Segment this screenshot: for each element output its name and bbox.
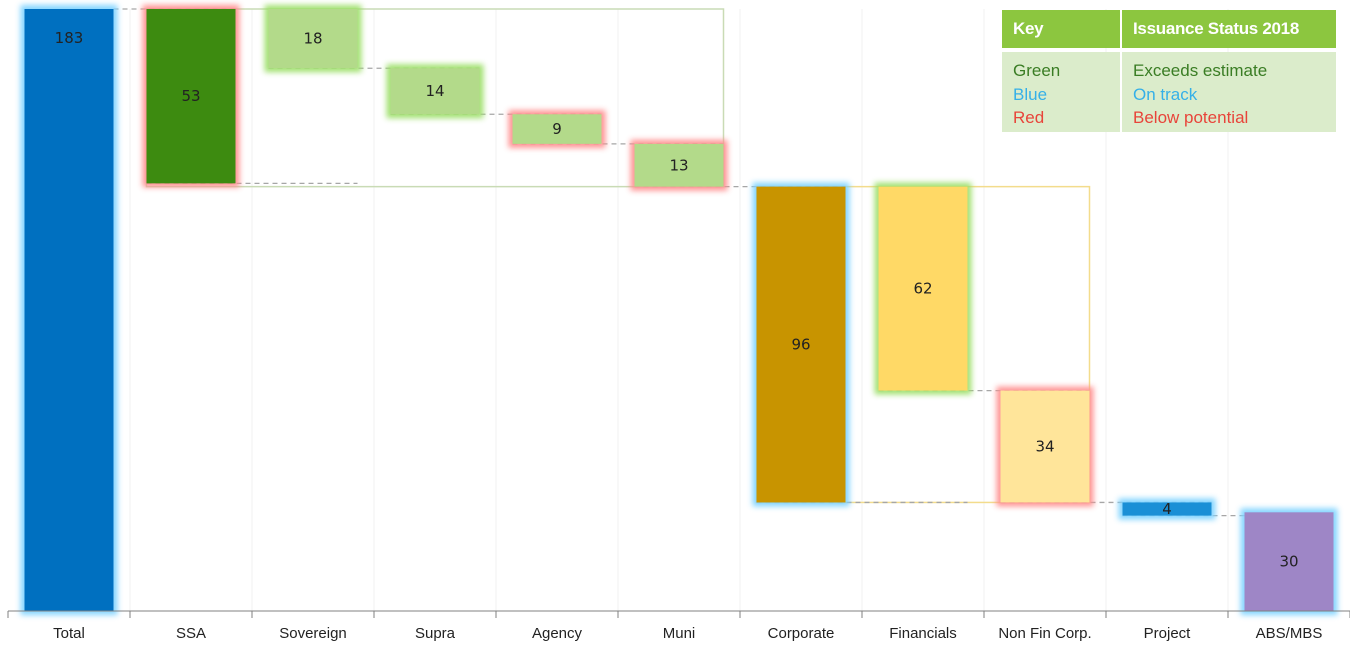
bar-rect: [1000, 390, 1090, 503]
x-tick-label: Supra: [415, 625, 456, 642]
category-gridlines: [129, 9, 1229, 611]
bar-rect: [268, 9, 358, 69]
bar-rect: [878, 186, 968, 391]
bar-sovereign: 18: [264, 5, 362, 73]
x-tick-label: Agency: [532, 625, 583, 642]
data-label: 34: [1035, 438, 1054, 456]
bar-total: 183: [20, 5, 118, 615]
bar-agency: 9: [508, 110, 606, 148]
x-tick-label: Muni: [663, 625, 696, 642]
key-table: Key Green Blue Red Issuance Status 2018 …: [1002, 10, 1336, 132]
data-label: 183: [55, 29, 84, 47]
x-axis-ticks: [7, 611, 1350, 618]
data-label: 62: [913, 280, 932, 298]
bar-rect: [1122, 502, 1212, 516]
x-tick-label: Sovereign: [279, 625, 347, 642]
bar-rect: [1244, 512, 1334, 611]
key-meaning-cells: Exceeds estimate On track Below potentia…: [1122, 52, 1336, 132]
x-tick-label: Financials: [889, 625, 957, 642]
x-tick-label: Non Fin Corp.: [998, 625, 1091, 642]
bar-ssa: 53: [142, 5, 240, 188]
bar-supra: 14: [386, 64, 484, 119]
data-label: 9: [552, 120, 562, 138]
x-axis-labels: Total SSA Sovereign Supra Agency Muni Corporat…: [53, 625, 1322, 642]
x-tick-label: SSA: [176, 625, 206, 642]
bar-rect: [634, 143, 724, 187]
data-label: 96: [791, 336, 810, 354]
data-label: 13: [669, 156, 688, 174]
key-status-header: Issuance Status 2018: [1122, 10, 1336, 48]
bar-rect: [390, 68, 480, 115]
bar-rect: [146, 9, 236, 184]
data-label: 53: [181, 87, 200, 105]
key-label-green: Green: [1013, 61, 1061, 80]
data-label: 30: [1279, 553, 1298, 571]
bar-rect: [512, 114, 602, 144]
key-label-blue: Blue: [1013, 84, 1048, 104]
bars: 183 53 18 14 9 13 96 62 34 4 30: [20, 5, 1338, 615]
key-meaning-blue: On track: [1133, 84, 1198, 104]
x-tick-label: Corporate: [768, 625, 835, 642]
bar-financials: 62: [874, 182, 972, 395]
key-label-cells: Green Blue Red: [1002, 52, 1120, 132]
bar-muni: 13: [630, 139, 728, 191]
bar-rect: [24, 9, 114, 611]
bar-project: 4: [1118, 498, 1216, 520]
key-meaning-green: Exceeds estimate: [1133, 61, 1268, 80]
key-label-column: Key Green Blue Red: [1002, 10, 1120, 132]
x-tick-label: Total: [53, 625, 85, 642]
x-tick-label: Project: [1144, 625, 1192, 642]
key-meaning-column: Issuance Status 2018 Exceeds estimate On…: [1122, 10, 1336, 132]
key-label-red: Red: [1013, 108, 1045, 127]
data-label: 4: [1162, 500, 1172, 518]
data-label: 14: [425, 82, 444, 100]
key-header: Key: [1002, 10, 1120, 48]
key-meaning-red: Below potential: [1133, 108, 1249, 127]
bar-rect: [756, 186, 846, 503]
bar-corporate: 96: [752, 182, 850, 507]
x-tick-label: ABS/MBS: [1256, 625, 1323, 642]
data-label: 18: [303, 30, 322, 48]
bar-abs-mbs: 30: [1240, 508, 1338, 615]
bar-non-fin-corp: 34: [996, 386, 1094, 507]
